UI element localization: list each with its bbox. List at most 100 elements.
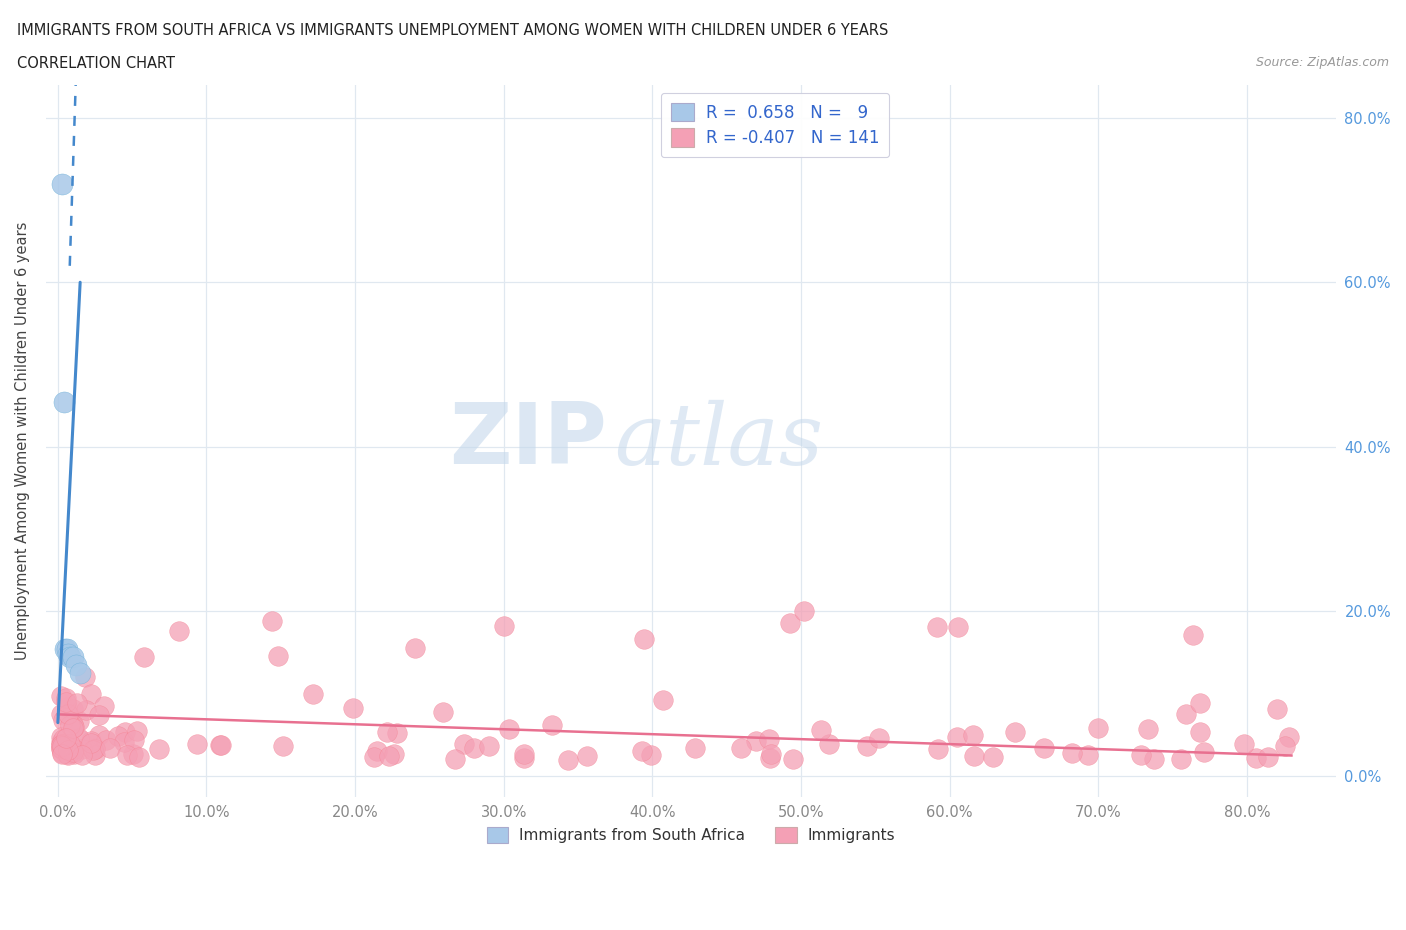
Point (56, 699, 79, 714)
Point (209, 737, 232, 752)
Point (302, 686, 325, 701)
Point (342, 700, 364, 715)
Point (946, 729, 969, 744)
Point (62, 716, 84, 731)
Point (49, 689, 72, 704)
Point (745, 734, 768, 749)
Point (82, 742, 104, 757)
Point (75, 702, 97, 717)
Point (59, 743, 82, 758)
Point (98, 741, 121, 756)
Point (404, 640, 426, 655)
Point (1087, 721, 1109, 736)
Point (782, 752, 804, 767)
Text: IMMIGRANTS FROM SOUTH AFRICA VS IMMIGRANTS UNEMPLOYMENT AMONG WOMEN WITH CHILDRE: IMMIGRANTS FROM SOUTH AFRICA VS IMMIGRAN… (17, 23, 889, 38)
Point (377, 749, 399, 764)
Point (1189, 696, 1212, 711)
Point (132, 649, 155, 664)
Y-axis label: Unemployment Among Women with Children Under 6 years: Unemployment Among Women with Children U… (15, 221, 30, 660)
Point (1257, 750, 1279, 764)
Point (89, 727, 111, 742)
Point (758, 731, 780, 746)
Point (1032, 741, 1054, 756)
Point (70, 748, 93, 763)
Point (432, 704, 454, 719)
Point (1189, 725, 1212, 740)
Point (385, 725, 408, 740)
Point (946, 620, 969, 635)
Point (463, 740, 485, 755)
Point (59, 649, 82, 664)
Point (63, 747, 86, 762)
Point (1143, 751, 1166, 766)
Point (75, 670, 97, 684)
Point (260, 614, 283, 629)
Point (51, 747, 73, 762)
Point (363, 750, 385, 764)
Point (56, 707, 79, 722)
Point (1170, 751, 1192, 766)
Point (62, 721, 84, 736)
Point (52, 394, 75, 409)
Point (70, 741, 93, 756)
Point (53, 746, 76, 761)
Point (93, 698, 115, 713)
Text: ZIP: ZIP (450, 399, 607, 483)
Point (84, 740, 107, 755)
Point (267, 648, 290, 663)
Point (810, 723, 832, 737)
Point (115, 748, 138, 763)
Point (55, 691, 77, 706)
Point (927, 742, 949, 757)
Point (51, 737, 73, 751)
Point (49, 737, 72, 752)
Point (66, 696, 89, 711)
Point (1004, 724, 1026, 739)
Point (79, 687, 101, 702)
Point (1175, 707, 1198, 722)
Point (1233, 737, 1256, 752)
Point (1181, 628, 1204, 643)
Point (779, 616, 801, 631)
Point (80, 733, 103, 748)
Point (1077, 748, 1099, 763)
Point (56, 747, 79, 762)
Point (49, 737, 72, 752)
Point (640, 747, 662, 762)
Point (62, 702, 84, 717)
Point (67, 731, 90, 746)
Point (498, 722, 520, 737)
Point (62, 741, 84, 756)
Point (761, 747, 783, 762)
Point (51, 176, 73, 191)
Point (60, 743, 83, 758)
Point (55, 695, 77, 710)
Point (107, 729, 129, 744)
Point (55, 742, 77, 757)
Point (793, 604, 815, 618)
Point (56, 748, 79, 763)
Point (513, 751, 536, 765)
Point (65, 658, 87, 672)
Point (84, 741, 107, 756)
Point (1130, 748, 1153, 763)
Point (114, 724, 136, 739)
Point (1136, 722, 1159, 737)
Point (478, 738, 501, 753)
Point (633, 631, 655, 646)
Point (1274, 739, 1296, 754)
Point (1194, 744, 1216, 759)
Point (58, 647, 80, 662)
Point (124, 732, 146, 747)
Point (49, 742, 72, 757)
Point (868, 730, 890, 745)
Point (382, 746, 405, 761)
Point (52, 731, 75, 746)
Point (67, 713, 90, 728)
Point (652, 692, 675, 707)
Point (128, 750, 150, 764)
Point (169, 623, 191, 638)
Point (58, 718, 80, 733)
Point (1060, 746, 1083, 761)
Point (981, 750, 1004, 764)
